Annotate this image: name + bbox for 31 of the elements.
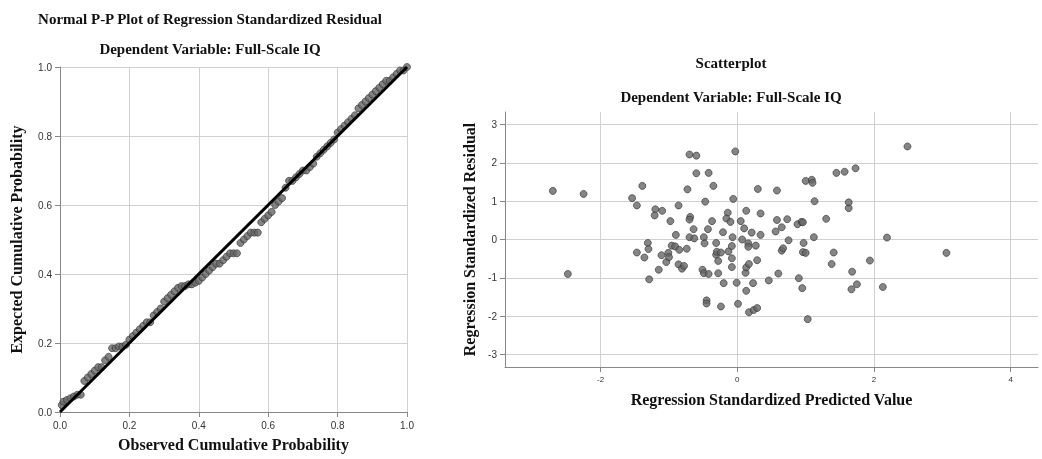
- y-tick-label: -2: [488, 310, 498, 322]
- y-tick-label: 1: [491, 195, 498, 207]
- x-tick-label: 0.2: [122, 419, 137, 431]
- y-tick-label: 0.8: [38, 130, 53, 142]
- x-tick-label: 2: [871, 374, 877, 384]
- chart-subtitle: Dependent Variable: Full-Scale IQ: [99, 40, 321, 57]
- y-axis-title: Expected Cumulative Probability: [7, 125, 26, 354]
- x-tick-label: -2: [597, 374, 605, 384]
- y-tick-label: 1.0: [38, 61, 53, 73]
- x-tick-label: 1.0: [400, 419, 415, 431]
- y-tick-label: -3: [488, 348, 498, 360]
- x-tick-label: 0.0: [53, 419, 68, 431]
- y-tick-label: -1: [488, 272, 498, 284]
- y-axis-title: Regression Standardized Residual: [460, 122, 479, 357]
- y-tick-label: 0.2: [38, 337, 53, 349]
- chart-subtitle: Dependent Variable: Full-Scale IQ: [620, 88, 842, 105]
- y-tick-label: 0.4: [38, 268, 53, 280]
- y-tick-label: 0.0: [38, 406, 53, 418]
- chart-title: Normal P-P Plot of Regression Standardized Residual: [38, 10, 382, 27]
- x-tick-label: 0: [735, 374, 741, 384]
- y-tick-label: 2: [491, 157, 498, 169]
- y-tick-label: 0: [491, 234, 498, 245]
- x-tick-label: 0.6: [261, 419, 276, 431]
- x-axis-title: Observed Cumulative Probability: [118, 435, 349, 454]
- x-axis-title: Regression Standardized Predicted Value: [630, 390, 913, 409]
- x-tick-label: 0.8: [330, 419, 345, 431]
- y-tick-label: 3: [491, 119, 498, 131]
- chart-title: Scatterplot: [695, 54, 767, 71]
- x-tick-label: 4: [1008, 374, 1014, 384]
- x-tick-label: 0.4: [191, 419, 207, 431]
- y-tick-label: 0.6: [38, 199, 53, 211]
